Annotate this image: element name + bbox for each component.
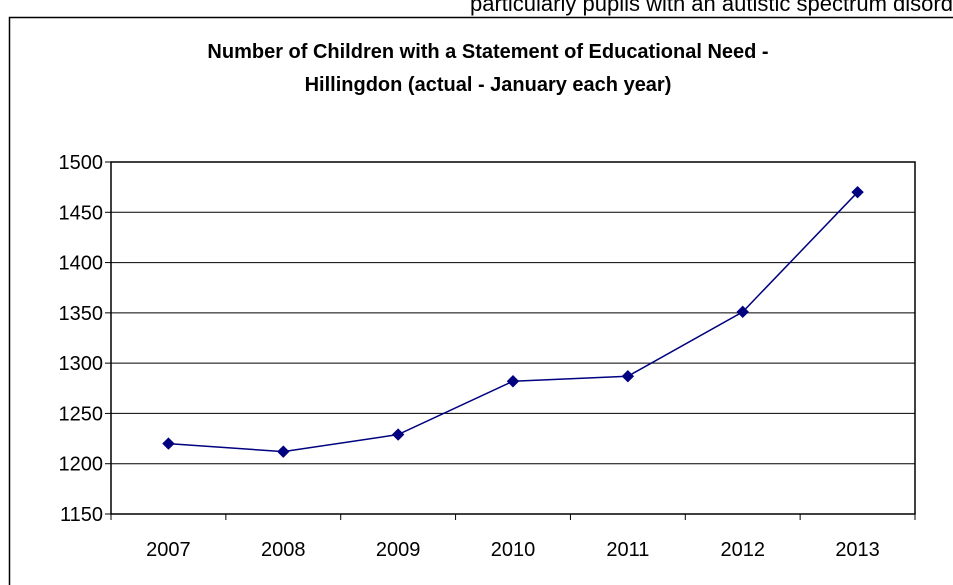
x-tick-label: 2007 <box>146 539 191 561</box>
x-tick-label: 2009 <box>376 539 421 561</box>
y-tick-label: 1450 <box>59 202 104 224</box>
x-axis: 2007 2008 2009 2010 2011 2012 2013 <box>110 514 916 561</box>
y-tick-label: 1500 <box>59 152 104 174</box>
chart-title-line-1: Number of Children with a Statement of E… <box>207 41 768 63</box>
gridlines <box>111 211 915 465</box>
y-tick-label: 1400 <box>59 253 104 275</box>
x-tick-label: 2012 <box>720 539 765 561</box>
data-point-2011 <box>621 370 635 383</box>
y-tick-label: 1150 <box>60 504 103 526</box>
chart-border <box>8 16 953 585</box>
data-point-2010 <box>506 375 520 388</box>
x-tick-label: 2011 <box>606 539 649 561</box>
y-tick-label: 1350 <box>59 303 104 325</box>
x-tick-label: 2010 <box>491 539 536 561</box>
data-point-2012 <box>736 305 749 319</box>
top-text-fragment: particularly pupils with an autistic spe… <box>470 0 953 16</box>
y-tick-label: 1300 <box>59 353 104 375</box>
data-point-2007 <box>162 437 175 450</box>
y-tick-label: 1250 <box>59 403 104 425</box>
x-tick-label: 2013 <box>835 539 880 561</box>
plot-area <box>110 161 916 515</box>
data-point-2013 <box>851 185 864 199</box>
data-point-2009 <box>391 428 405 441</box>
y-tick-label: 1200 <box>59 454 104 476</box>
chart-title-line-2: Hillingdon (actual - January each year) <box>305 74 672 96</box>
y-axis: 1150 1200 1250 1300 1350 1400 1450 1500 <box>59 152 111 526</box>
x-tick-label: 2008 <box>261 539 306 561</box>
data-point-2008 <box>277 445 290 458</box>
series-group <box>162 185 864 458</box>
